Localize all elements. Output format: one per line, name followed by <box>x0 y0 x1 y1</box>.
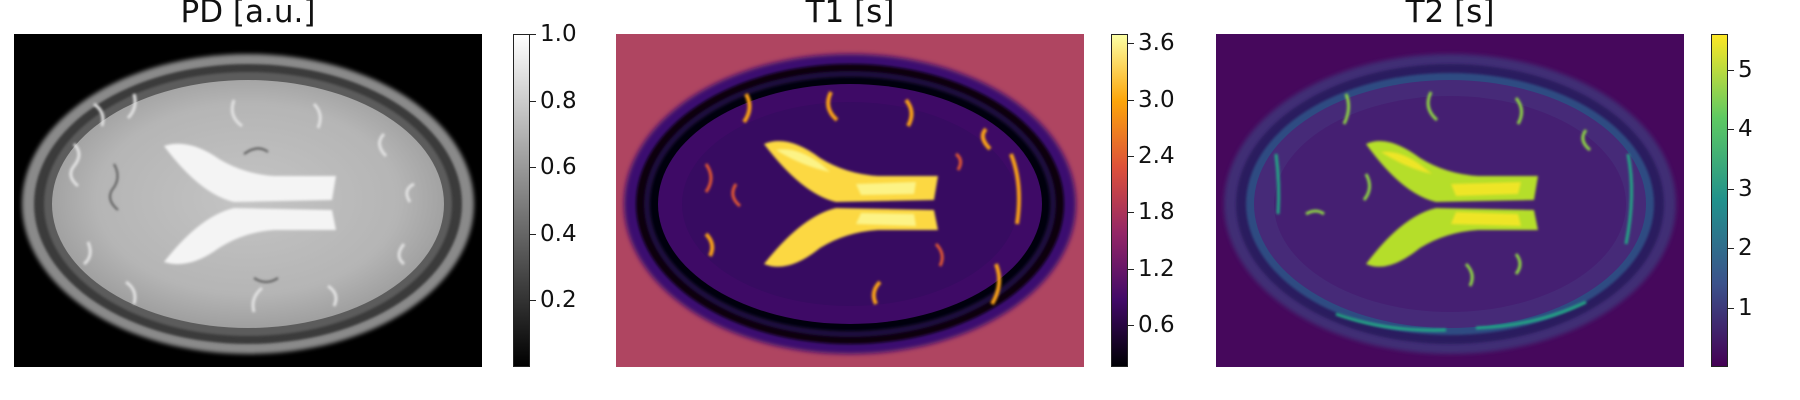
t2-colorbar-tick <box>1728 129 1734 130</box>
t2-colorbar-tick-label: 2 <box>1738 235 1753 261</box>
pd-colorbar-tick <box>530 101 536 102</box>
pd-colorbar-tick-label: 0.6 <box>540 154 577 180</box>
t1-colorbar-tick-label: 0.6 <box>1138 312 1175 338</box>
t2-colorbar-tick <box>1728 189 1734 190</box>
t2-colorbar-tick <box>1728 70 1734 71</box>
t2-brain-map <box>1216 34 1684 367</box>
t1-brain-image <box>616 34 1084 367</box>
t2-panel-title: T2 [s] <box>1405 0 1495 30</box>
t1-colorbar-tick <box>1128 325 1134 326</box>
pd-brain-map <box>14 34 482 367</box>
pd-colorbar-tick-label: 0.8 <box>540 88 577 114</box>
t1-colorbar-tick-label: 3.0 <box>1138 87 1175 113</box>
t2-colorbar-tick-label: 1 <box>1738 295 1753 321</box>
t1-colorbar-tick <box>1128 269 1134 270</box>
t1-colorbar-tick-label: 1.2 <box>1138 256 1175 282</box>
pd-colorbar-tick-label: 0.2 <box>540 287 577 313</box>
pd-colorbar-tick <box>530 234 536 235</box>
t2-colorbar-tick-label: 5 <box>1738 57 1753 83</box>
pd-colorbar-tick <box>530 167 536 168</box>
pd-colorbar-tick-label: 0.4 <box>540 221 577 247</box>
t2-colorbar-tick-label: 3 <box>1738 176 1753 202</box>
t2-colorbar-tick <box>1728 248 1734 249</box>
t1-panel-title: T1 [s] <box>805 0 895 30</box>
t1-colorbar-tick-label: 1.8 <box>1138 199 1175 225</box>
t1-colorbar-tick <box>1128 43 1134 44</box>
t1-colorbar-tick-label: 3.6 <box>1138 30 1175 56</box>
t1-brain-map <box>616 34 1084 367</box>
t2-colorbar-tick <box>1728 308 1734 309</box>
t1-colorbar-tick-label: 2.4 <box>1138 143 1175 169</box>
pd-colorbar-tick <box>530 34 536 35</box>
t1-colorbar <box>1111 34 1128 367</box>
pd-brain-image <box>14 34 482 367</box>
pd-colorbar <box>513 34 530 367</box>
pd-colorbar-tick <box>530 300 536 301</box>
t1-colorbar-tick <box>1128 212 1134 213</box>
t1-colorbar-tick <box>1128 156 1134 157</box>
t1-colorbar-tick <box>1128 100 1134 101</box>
pd-panel-title: PD [a.u.] <box>180 0 316 30</box>
t2-colorbar <box>1711 34 1728 367</box>
t2-brain-image <box>1216 34 1684 367</box>
t2-colorbar-tick-label: 4 <box>1738 116 1753 142</box>
pd-colorbar-tick-label: 1.0 <box>540 21 577 47</box>
